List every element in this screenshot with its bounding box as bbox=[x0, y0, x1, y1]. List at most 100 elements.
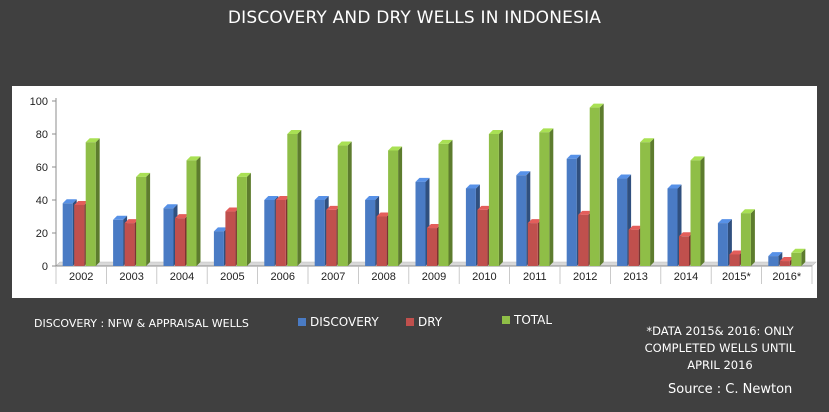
bar-top bbox=[516, 171, 531, 176]
bar-front bbox=[415, 181, 426, 266]
bar-front bbox=[225, 211, 236, 266]
bar-top bbox=[589, 103, 604, 108]
bar-top bbox=[628, 225, 643, 230]
bar-top bbox=[388, 146, 403, 151]
bar-front bbox=[527, 223, 538, 266]
bar-top bbox=[236, 172, 251, 177]
bar-front bbox=[791, 252, 802, 266]
bar-top bbox=[186, 156, 201, 161]
bar-top bbox=[74, 200, 89, 205]
bar-side bbox=[650, 138, 655, 266]
bar-front bbox=[566, 158, 577, 266]
bar-top bbox=[465, 184, 480, 189]
x-tick-label: 2008 bbox=[371, 271, 395, 283]
bar-front bbox=[62, 203, 73, 266]
bar-total bbox=[287, 130, 302, 266]
bar-front bbox=[264, 200, 275, 266]
bar-side bbox=[146, 172, 151, 266]
bar-top bbox=[791, 248, 806, 253]
bar-top bbox=[337, 141, 352, 146]
bar-top bbox=[717, 219, 732, 224]
bar-top bbox=[527, 219, 542, 224]
bar-side bbox=[549, 128, 554, 266]
y-tick-label: 80 bbox=[36, 129, 48, 141]
plot-area: 0 20 40 60 80 100 2002 2003 2004 2005 2006 2007 2008… bbox=[12, 86, 817, 298]
x-tick-label: 2014 bbox=[674, 271, 698, 283]
legend-label-total: TOTAL bbox=[514, 313, 553, 327]
x-tick-label: 2003 bbox=[119, 271, 143, 283]
bar-total bbox=[791, 248, 806, 266]
bar-front bbox=[186, 160, 197, 266]
bar-total bbox=[539, 128, 554, 266]
bar-top bbox=[314, 196, 329, 200]
chart-title: DISCOVERY AND DRY WELLS IN INDONESIA bbox=[227, 8, 602, 28]
x-tick-label: 2002 bbox=[69, 271, 93, 283]
x-tick-label: 2005 bbox=[220, 271, 244, 283]
bar-front bbox=[729, 254, 740, 266]
bar-side bbox=[801, 248, 806, 266]
bar-top bbox=[275, 196, 290, 200]
bar-front bbox=[617, 178, 628, 266]
bar-top bbox=[566, 154, 581, 159]
bar-front bbox=[768, 256, 779, 266]
bar-front bbox=[740, 213, 751, 266]
bar-side bbox=[599, 103, 604, 266]
x-tick-label: 2004 bbox=[170, 271, 194, 283]
bar-front bbox=[779, 261, 790, 266]
bar-front bbox=[690, 160, 701, 266]
legend-label-dry: DRY bbox=[418, 315, 443, 329]
bar-top bbox=[136, 172, 151, 177]
bar-total bbox=[85, 138, 100, 266]
legend-discovery: DISCOVERY bbox=[298, 315, 379, 329]
bar-top bbox=[617, 174, 632, 179]
bar-side bbox=[398, 146, 403, 266]
bar-top bbox=[175, 214, 189, 219]
bar-total bbox=[388, 146, 403, 266]
x-tick-label: 2013 bbox=[623, 271, 647, 283]
footnote-line-1: *DATA 2015& 2016: ONLY bbox=[646, 324, 794, 338]
bar-front bbox=[314, 200, 325, 266]
bar-side bbox=[498, 130, 503, 266]
bar-top bbox=[679, 232, 693, 237]
x-tick-label: 2009 bbox=[422, 271, 446, 283]
bar-front bbox=[667, 188, 678, 266]
bar-top bbox=[365, 196, 380, 200]
bar-side bbox=[448, 139, 453, 266]
bar-side bbox=[700, 156, 705, 266]
bar-front bbox=[326, 209, 337, 266]
bar-chart: 0 20 40 60 80 100 2002 2003 2004 2005 2006 2007 2008… bbox=[30, 96, 817, 284]
bar-front bbox=[516, 175, 527, 266]
y-tick-label: 100 bbox=[30, 96, 48, 108]
bar-front bbox=[74, 204, 85, 266]
footnote-line-2: COMPLETED WELLS UNTIL bbox=[644, 341, 796, 355]
bar-top bbox=[113, 215, 128, 220]
bar-top bbox=[779, 257, 794, 262]
footnote-line-3: APRIL 2016 bbox=[687, 358, 753, 372]
bar-front bbox=[640, 142, 651, 266]
bar-front bbox=[287, 134, 298, 266]
bar-front bbox=[465, 188, 476, 266]
x-tick-label: 2016* bbox=[772, 271, 801, 283]
bar-front bbox=[113, 219, 124, 266]
y-tick-label: 60 bbox=[36, 162, 48, 174]
bar-total bbox=[740, 209, 755, 266]
x-tick-label: 2007 bbox=[321, 271, 345, 283]
bar-front bbox=[337, 145, 348, 266]
bar-front bbox=[124, 223, 135, 266]
bar-side bbox=[347, 141, 352, 266]
bar-top bbox=[477, 205, 492, 210]
bar-top bbox=[768, 252, 783, 257]
bar-total bbox=[136, 172, 151, 266]
bar-total bbox=[690, 156, 705, 266]
bar-top bbox=[427, 224, 441, 229]
y-tick-label: 20 bbox=[36, 228, 48, 240]
bar-front bbox=[488, 134, 499, 266]
legend-swatch-discovery bbox=[298, 318, 306, 326]
x-tick-label: 2015* bbox=[722, 271, 751, 283]
bar-top bbox=[213, 227, 228, 232]
bar-top bbox=[62, 199, 77, 204]
bar-top bbox=[740, 209, 755, 214]
bar-front bbox=[275, 200, 286, 266]
bar-top bbox=[578, 210, 593, 215]
bar-front bbox=[236, 176, 247, 266]
